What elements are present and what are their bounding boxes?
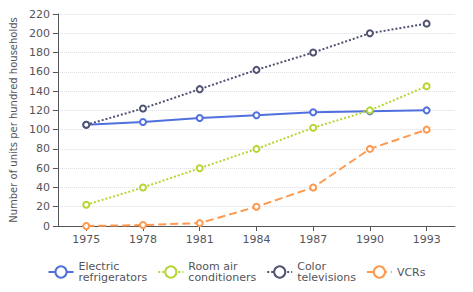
svg-text:80: 80 — [36, 142, 50, 155]
svg-text:Electric: Electric — [78, 260, 120, 273]
svg-text:200: 200 — [29, 27, 50, 40]
svg-text:1978: 1978 — [129, 233, 157, 246]
svg-text:60: 60 — [36, 162, 50, 175]
svg-text:1993: 1993 — [413, 233, 441, 246]
svg-text:1981: 1981 — [186, 233, 214, 246]
svg-text:140: 140 — [29, 85, 50, 98]
svg-text:160: 160 — [29, 65, 50, 78]
svg-text:1987: 1987 — [299, 233, 327, 246]
svg-text:100: 100 — [29, 123, 50, 136]
svg-text:conditioners: conditioners — [188, 271, 256, 284]
svg-text:VCRs: VCRs — [397, 266, 426, 279]
svg-text:20: 20 — [36, 200, 50, 213]
svg-text:180: 180 — [29, 46, 50, 59]
svg-text:televisions: televisions — [297, 271, 356, 284]
svg-text:1975: 1975 — [72, 233, 100, 246]
svg-text:1984: 1984 — [242, 233, 270, 246]
svg-text:220: 220 — [29, 8, 50, 21]
svg-text:Number of units per hundred ho: Number of units per hundred households — [8, 17, 19, 223]
svg-text:40: 40 — [36, 181, 50, 194]
svg-text:1990: 1990 — [356, 233, 384, 246]
svg-text:120: 120 — [29, 104, 50, 117]
svg-text:Room air: Room air — [188, 260, 238, 273]
svg-text:0: 0 — [43, 220, 50, 233]
svg-text:Color: Color — [297, 260, 326, 273]
svg-text:refrigerators: refrigerators — [79, 271, 148, 284]
